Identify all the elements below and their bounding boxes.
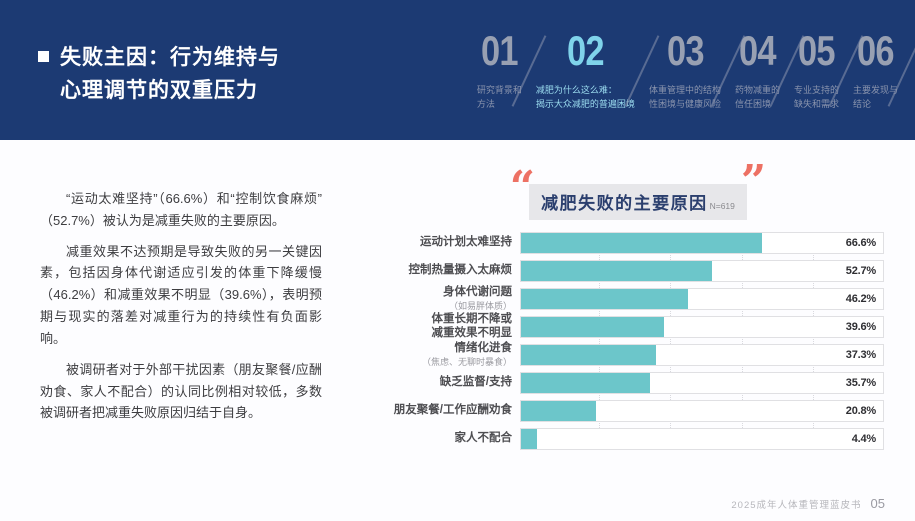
bar-fill <box>521 429 537 449</box>
gridline <box>599 234 601 448</box>
nav-item-number: 01 <box>481 27 518 74</box>
bar-fill <box>521 289 689 309</box>
nav-item-label: 专业支持的 缺失和需求 <box>793 85 839 109</box>
value-label: 66.6% <box>845 237 876 249</box>
bar-track: 35.7% <box>520 372 884 394</box>
bar-fill <box>521 261 712 281</box>
nav-item-number: 05 <box>798 27 835 74</box>
nav-item-label: 药物减重的 信任困境 <box>734 85 780 109</box>
bar-fill <box>521 401 597 421</box>
nav-item-label: 研究背景和 方法 <box>476 85 522 109</box>
value-label: 20.8% <box>845 405 876 417</box>
bar-fill <box>521 233 763 253</box>
nav-item-number: 02 <box>567 27 604 74</box>
bar-fill <box>521 317 665 337</box>
summary-paragraph: “运动太难坚持”（66.6%）和“控制饮食麻烦”（52.7%）被认为是减重失败的… <box>40 191 322 228</box>
category-label-block: 控制热量摄入太麻烦 <box>392 264 520 278</box>
nav-item-label: 主要发现与 结论 <box>852 85 898 109</box>
chart-row: 控制热量摄入太麻烦 52.7% <box>392 260 884 282</box>
nav-item-label: 体重管理中的结构 性困境与健康风险 <box>648 85 721 109</box>
nav-item[interactable]: 01 研究背景和 方法 <box>474 30 525 111</box>
section-nav: 01 研究背景和 方法 02 减肥为什么这么难： 揭示大众减肥的普遍困境 03 … <box>474 30 915 111</box>
category-label-block: 情绪化进食 （焦虑、无聊时暴食） <box>392 342 520 368</box>
category-label: 身体代谢问题 <box>443 286 512 299</box>
category-label: 控制热量摄入太麻烦 <box>408 264 513 277</box>
bar-fill <box>521 345 657 365</box>
bar-track: 52.7% <box>520 260 884 282</box>
value-label: 39.6% <box>845 321 876 333</box>
footer: 2025成年人体重管理蓝皮书 05 <box>731 496 885 511</box>
bar-fill <box>521 373 651 393</box>
footer-text: 2025成年人体重管理蓝皮书 <box>731 500 862 511</box>
category-label: 情绪化进食 <box>454 342 513 355</box>
bar-track: 46.2% <box>520 288 884 310</box>
chart-row: 身体代谢问题 （如易胖体质） 46.2% <box>392 286 884 312</box>
category-label: 家人不配合 <box>454 432 513 445</box>
category-sublabel: （如易胖体质） <box>448 301 512 311</box>
summary-text-column: “运动太难坚持”（66.6%）和“控制饮食麻烦”（52.7%）被认为是减重失败的… <box>40 188 322 433</box>
category-sublabel: （焦虑、无聊时暴食） <box>421 357 512 367</box>
sample-size-label: N=619 <box>709 201 735 211</box>
category-label: 体重长期不降或 减重效果不明显 <box>431 313 513 339</box>
nav-item-number: 04 <box>739 27 776 74</box>
gridline <box>812 234 814 448</box>
nav-item-number: 06 <box>857 27 894 74</box>
page-number: 05 <box>870 496 885 511</box>
nav-item[interactable]: 03 体重管理中的结构 性困境与健康风险 <box>646 30 724 111</box>
value-label: 4.4% <box>851 433 876 445</box>
chart-title-box: 减肥失败的主要原因 N=619 <box>529 184 747 220</box>
bar-track: 66.6% <box>520 232 884 254</box>
quote-open-icon: “ <box>509 162 536 213</box>
category-label-block: 身体代谢问题 （如易胖体质） <box>392 286 520 312</box>
category-label: 运动计划太难坚持 <box>420 236 512 249</box>
category-label: 朋友聚餐/工作应酬劝食 <box>393 404 512 417</box>
gridline <box>670 234 672 448</box>
bar-track: 39.6% <box>520 316 884 338</box>
category-label-block: 体重长期不降或 减重效果不明显 <box>392 313 520 341</box>
chart-gridlines <box>528 234 884 448</box>
chart-plot-area: 运动计划太难坚持 66.6% 控制热量摄入太麻烦 <box>392 232 884 450</box>
nav-item[interactable]: 02 减肥为什么这么难： 揭示大众减肥的普遍困境 <box>533 30 638 111</box>
bar-chart: “ 减肥失败的主要原因 N=619 ” 运动计划太难坚持 <box>392 160 884 450</box>
chart-row: 情绪化进食 （焦虑、无聊时暴食） 37.3% <box>392 342 884 368</box>
nav-item-number: 03 <box>666 27 704 74</box>
header-band: 失败主因：行为维持与 心理调节的双重压力 01 研究背景和 方法 02 减肥为什… <box>0 0 915 140</box>
chart-row: 家人不配合 4.4% <box>392 428 884 450</box>
bar-track: 37.3% <box>520 344 884 366</box>
nav-item-label: 减肥为什么这么难： 揭示大众减肥的普遍困境 <box>535 85 635 109</box>
bar-track: 20.8% <box>520 400 884 422</box>
summary-paragraph: 减重效果不达预期是导致失败的另一关键因素，包括因身体代谢适应引发的体重下降缓慢（… <box>40 243 322 346</box>
nav-item[interactable]: 06 主要发现与 结论 <box>850 30 901 111</box>
chart-title-block: “ 减肥失败的主要原因 N=619 ” <box>392 160 884 224</box>
category-label-block: 朋友聚餐/工作应酬劝食 <box>392 404 520 418</box>
quote-close-icon: ” <box>740 156 767 207</box>
chart-row: 运动计划太难坚持 66.6% <box>392 232 884 254</box>
slide-title-block: 失败主因：行为维持与 心理调节的双重压力 <box>38 42 280 107</box>
summary-paragraph: 被调研者对于外部干扰因素（朋友聚餐/应酬劝食、家人不配合）的认同比例相对较低，多… <box>40 361 322 421</box>
bar-track: 4.4% <box>520 428 884 450</box>
nav-item[interactable]: 04 药物减重的 信任困境 <box>732 30 783 111</box>
value-label: 37.3% <box>845 349 876 361</box>
chart-row: 朋友聚餐/工作应酬劝食 20.8% <box>392 400 884 422</box>
page-title: 失败主因：行为维持与 心理调节的双重压力 <box>60 46 280 102</box>
bullet-square-icon <box>38 51 49 62</box>
chart-row: 缺乏监督/支持 35.7% <box>392 372 884 394</box>
category-label-block: 运动计划太难坚持 <box>392 236 520 250</box>
chart-title: 减肥失败的主要原因 <box>541 194 708 213</box>
nav-item[interactable]: 05 专业支持的 缺失和需求 <box>791 30 842 111</box>
value-label: 35.7% <box>845 377 876 389</box>
chart-row: 体重长期不降或 减重效果不明显 39.6% <box>392 313 884 341</box>
category-label: 缺乏监督/支持 <box>439 376 512 389</box>
value-label: 46.2% <box>845 293 876 305</box>
category-label-block: 家人不配合 <box>392 432 520 446</box>
category-label-block: 缺乏监督/支持 <box>392 376 520 390</box>
value-label: 52.7% <box>845 265 876 277</box>
gridline <box>741 234 743 448</box>
